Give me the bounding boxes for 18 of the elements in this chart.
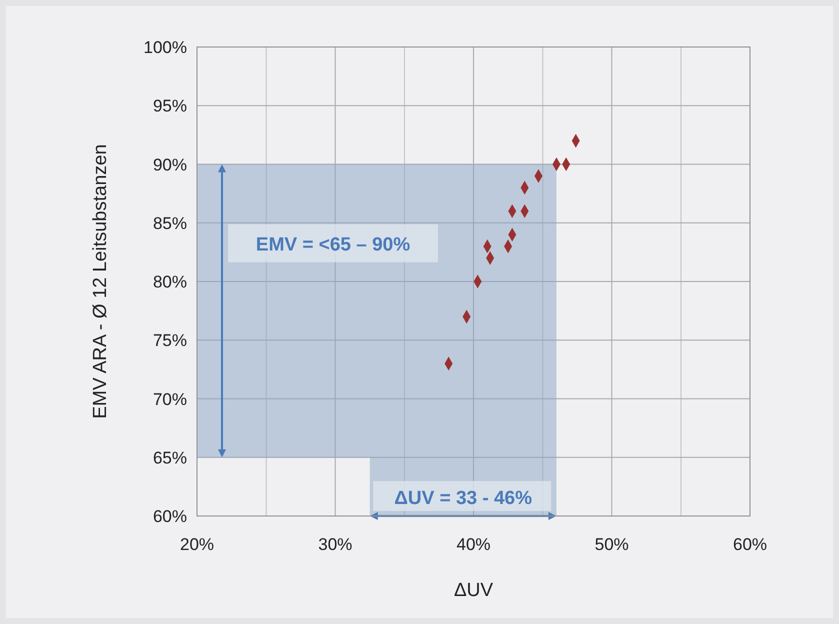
x-tick-label: 30%	[318, 535, 352, 554]
y-tick-label: 80%	[152, 272, 187, 292]
x-axis-title: ΔUV	[454, 580, 494, 601]
band-label: ΔUV = 33 - 46%	[394, 488, 532, 509]
x-tick-label: 40%	[456, 535, 491, 554]
x-tick-label: 50%	[594, 535, 629, 554]
y-tick-label: 85%	[152, 214, 187, 233]
band-label: EMV = <65 – 90%	[256, 234, 410, 256]
y-tick-label: 95%	[152, 96, 187, 116]
y-tick-label: 65%	[152, 448, 187, 468]
x-tick-label: 20%	[180, 535, 214, 554]
x-tick-label: 60%	[732, 535, 768, 554]
y-tick-label: 70%	[152, 390, 187, 409]
y-tick-label: 90%	[152, 155, 187, 174]
y-tick-label: 100%	[144, 38, 187, 57]
y-tick-label: 60%	[152, 507, 187, 526]
y-tick-label: 75%	[152, 331, 187, 350]
y-axis-title: EMV ARA - Ø 12 Leitsubstanzen	[90, 144, 111, 419]
